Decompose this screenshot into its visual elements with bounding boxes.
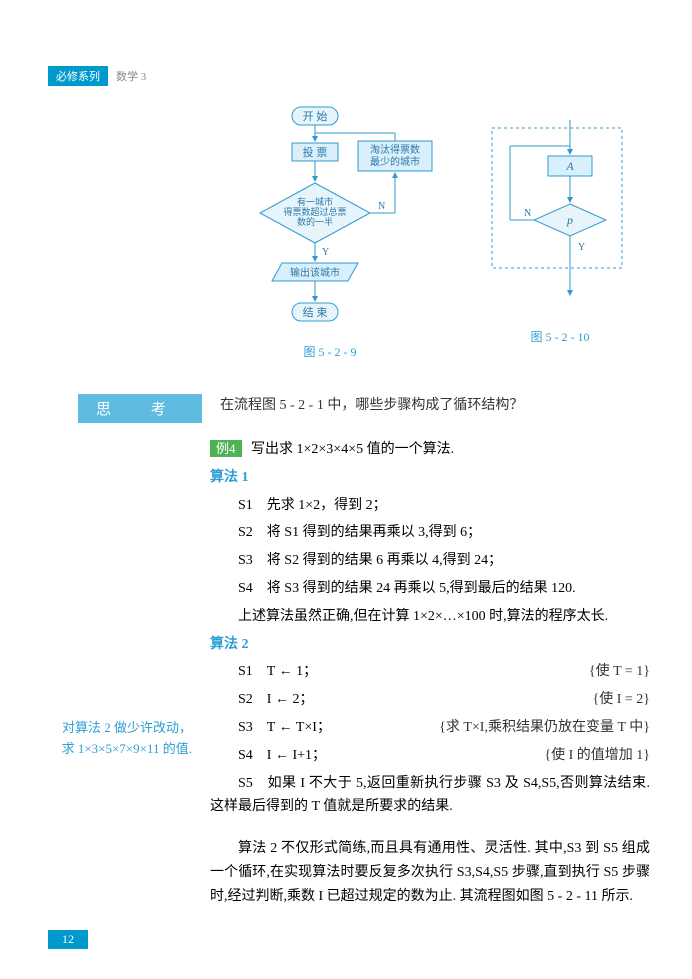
svg-text:数的一半: 数的一半 bbox=[297, 216, 333, 227]
algo1-title: 算法 1 bbox=[210, 466, 650, 490]
algo2-s1-right: {使 T = 1} bbox=[370, 660, 650, 684]
algo2-s2-left: S2 I ← 2； bbox=[210, 688, 370, 712]
algo1-s3: S3 将 S2 得到的结果 6 再乘以 4,得到 24； bbox=[210, 549, 650, 573]
algo2-s4: S4 I ← I+1； {使 I 的值增加 1} bbox=[210, 744, 650, 768]
algo2-s3-left: S3 T ← T×I； bbox=[210, 716, 370, 740]
algo1-s4: S4 将 S3 得到的结果 24 再乘以 5,得到最后的结果 120. bbox=[210, 577, 650, 601]
algo1-note: 上述算法虽然正确,但在计算 1×2×…×100 时,算法的程序太长. bbox=[210, 605, 650, 629]
page-number: 12 bbox=[48, 930, 88, 949]
svg-text:N: N bbox=[378, 201, 385, 212]
flowchart-5-2-9: 开 始 投 票 淘汰得票数 最少的城市 有一城市 得票数超过总票 数的一半 N bbox=[230, 105, 430, 360]
algo2-s3-right: {求 T×I,乘积结果仍放在变量 T 中} bbox=[370, 716, 650, 740]
para2: 算法 2 不仅形式简练,而且具有通用性、灵活性. 其中,S3 到 S5 组成一个… bbox=[210, 837, 650, 908]
algo1-s2: S2 将 S1 得到的结果再乘以 3,得到 6； bbox=[210, 521, 650, 545]
svg-text:输出该城市: 输出该城市 bbox=[290, 266, 340, 279]
algo1-s1: S1 先求 1×2，得到 2； bbox=[210, 494, 650, 518]
svg-text:开 始: 开 始 bbox=[303, 109, 328, 123]
svg-text:结 束: 结 束 bbox=[303, 306, 328, 319]
margin-note: 对算法 2 做少许改动，求 1×3×5×7×9×11 的值. bbox=[52, 718, 192, 760]
example-number: 例4 bbox=[210, 440, 242, 457]
flowchart-5-2-10: A p N Y 图 5 - 2 - 10 bbox=[480, 120, 640, 345]
caption-5-2-10: 图 5 - 2 - 10 bbox=[480, 328, 640, 345]
svg-text:A: A bbox=[565, 159, 574, 173]
caption-5-2-9: 图 5 - 2 - 9 bbox=[230, 343, 430, 360]
header-series: 必修系列 bbox=[48, 66, 108, 86]
algo2-s4-left: S4 I ← I+1； bbox=[210, 744, 370, 768]
algo2-s1: S1 T ← 1； {使 T = 1} bbox=[210, 660, 650, 684]
algo2-s2: S2 I ← 2； {使 I = 2} bbox=[210, 688, 650, 712]
header-subject: 数学 3 bbox=[108, 66, 154, 86]
svg-text:投 票: 投 票 bbox=[303, 145, 328, 159]
example-line: 例4 写出求 1×2×3×4×5 值的一个算法. bbox=[210, 438, 650, 462]
algo2-s3: S3 T ← T×I； {求 T×I,乘积结果仍放在变量 T 中} bbox=[210, 716, 650, 740]
main-column: 例4 写出求 1×2×3×4×5 值的一个算法. 算法 1 S1 先求 1×2，… bbox=[210, 438, 650, 913]
flowchart-right-svg: A p N Y bbox=[480, 120, 640, 320]
algo2-s2-right: {使 I = 2} bbox=[370, 688, 650, 712]
flowchart-left-svg: 开 始 投 票 淘汰得票数 最少的城市 有一城市 得票数超过总票 数的一半 N bbox=[230, 105, 440, 335]
svg-text:最少的城市: 最少的城市 bbox=[370, 155, 420, 168]
algo2-title: 算法 2 bbox=[210, 633, 650, 657]
algo2-s4-right: {使 I 的值增加 1} bbox=[370, 744, 650, 768]
page-header: 必修系列 数学 3 bbox=[48, 66, 154, 86]
svg-text:p: p bbox=[566, 213, 573, 227]
think-text: 在流程图 5 - 2 - 1 中，哪些步骤构成了循环结构？ bbox=[220, 394, 523, 414]
svg-text:淘汰得票数: 淘汰得票数 bbox=[370, 143, 420, 156]
algo2-s1-left: S1 T ← 1； bbox=[210, 660, 370, 684]
svg-text:有一城市: 有一城市 bbox=[297, 196, 333, 207]
svg-text:Y: Y bbox=[578, 242, 585, 253]
svg-text:Y: Y bbox=[322, 247, 329, 258]
svg-text:得票数超过总票: 得票数超过总票 bbox=[283, 206, 346, 217]
example-problem: 写出求 1×2×3×4×5 值的一个算法. bbox=[251, 442, 454, 457]
svg-text:N: N bbox=[524, 208, 531, 219]
diagram-area: 开 始 投 票 淘汰得票数 最少的城市 有一城市 得票数超过总票 数的一半 N bbox=[230, 105, 650, 375]
algo2-s5: S5 如果 I 不大于 5,返回重新执行步骤 S3 及 S4,S5,否则算法结束… bbox=[210, 772, 650, 820]
think-heading: 思 考 bbox=[78, 394, 202, 423]
